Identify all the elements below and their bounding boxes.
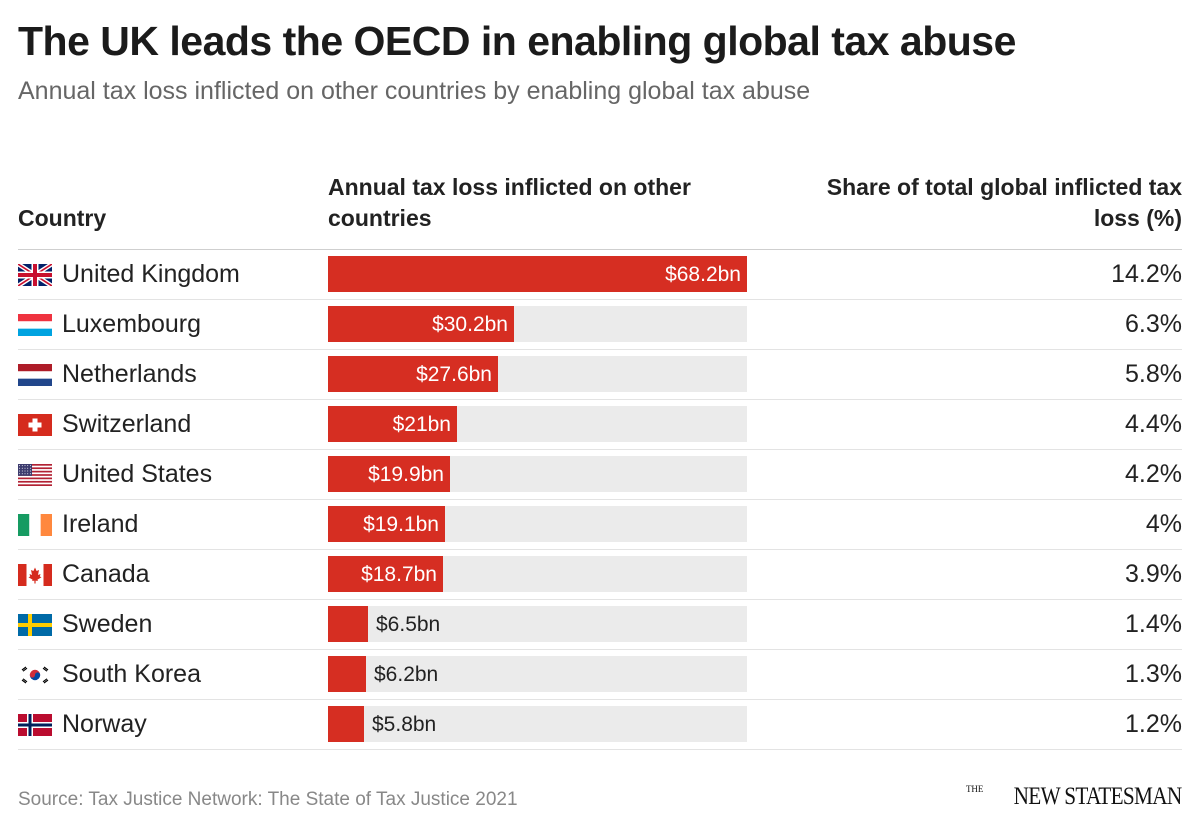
south-korea-flag-icon [18, 664, 52, 686]
share-value: 1.4% [1125, 610, 1182, 638]
bar-track: $6.2bn [328, 656, 747, 692]
value-label: $6.5bn [376, 613, 441, 636]
country-label: Luxembourg [62, 310, 201, 338]
country-label: Norway [62, 710, 147, 738]
country-label: Sweden [62, 610, 153, 638]
column-header-share: Share of total global inflicted tax loss… [826, 174, 1182, 231]
bar-united-kingdom [328, 256, 747, 292]
share-value: 1.3% [1125, 660, 1182, 688]
share-value: 4.4% [1125, 410, 1182, 438]
value-label: $30.2bn [432, 313, 508, 336]
uk-flag-icon [18, 264, 52, 286]
bar-track: $19.9bn [328, 456, 747, 492]
norway-flag-icon [18, 714, 52, 736]
value-label: $19.1bn [363, 513, 439, 536]
row-sweden: Sweden $6.5bn 1.4% [0, 600, 1200, 650]
netherlands-flag-icon [18, 364, 52, 386]
country-label: Switzerland [62, 410, 192, 438]
row-divider [18, 499, 1182, 500]
row-divider [18, 599, 1182, 600]
share-value: 1.2% [1125, 710, 1182, 738]
row-divider [18, 449, 1182, 450]
row-divider [18, 699, 1182, 700]
value-label: $6.2bn [374, 663, 439, 686]
bar-track: $30.2bn [328, 306, 747, 342]
bar-track: $27.6bn [328, 356, 747, 392]
bar-track: $6.5bn [328, 606, 747, 642]
share-value: 4.2% [1125, 460, 1182, 488]
sweden-flag-icon [18, 614, 52, 636]
value-label: $21bn [392, 413, 451, 436]
row-south-korea: South Korea $6.2bn 1.3% [0, 650, 1200, 700]
bar-track: $19.1bn [328, 506, 747, 542]
bar-south-korea [328, 656, 366, 692]
bar-luxembourg [328, 306, 514, 342]
bar-track: $5.8bn [328, 706, 747, 742]
source-note: Source: Tax Justice Network: The State o… [18, 789, 518, 810]
row-divider [18, 749, 1182, 750]
row-norway: Norway $5.8bn 1.2% [0, 700, 1200, 750]
bar-track: $68.2bn [328, 256, 747, 292]
bar-canada [328, 556, 443, 592]
country-label: United States [62, 460, 213, 488]
column-header-tax-loss: Annual tax loss inflicted on other count… [328, 174, 691, 231]
bar-sweden [328, 606, 368, 642]
share-value: 5.8% [1125, 360, 1182, 388]
column-header-country: Country [18, 205, 107, 231]
new-statesman-logo: THE NEW STATESMAN [965, 783, 1183, 811]
header-divider [18, 249, 1182, 250]
share-value: 14.2% [1111, 260, 1182, 288]
row-luxembourg: Luxembourg $30.2bn 6.3% [0, 300, 1200, 350]
value-label: $19.9bn [368, 463, 444, 486]
logo-main-text: NEW STATESMAN [1014, 783, 1183, 810]
chart-title: The UK leads the OECD in enabling global… [18, 18, 1016, 64]
value-label: $5.8bn [372, 713, 437, 736]
bar-switzerland [328, 406, 457, 442]
value-label: $68.2bn [665, 263, 741, 286]
ireland-flag-icon [18, 514, 52, 536]
row-netherlands: Netherlands $27.6bn 5.8% [0, 350, 1200, 400]
value-label: $18.7bn [361, 563, 437, 586]
row-switzerland: Switzerland $21bn 4.4% [0, 400, 1200, 450]
value-label: $27.6bn [416, 363, 492, 386]
share-value: 3.9% [1125, 560, 1182, 588]
share-value: 6.3% [1125, 310, 1182, 338]
bar-united-states [328, 456, 450, 492]
luxembourg-flag-icon [18, 314, 52, 336]
chart-rows: United Kingdom $68.2bn 14.2% Luxembourg $30.… [0, 250, 1200, 750]
country-label: Canada [62, 560, 150, 588]
chart-subtitle: Annual tax loss inflicted on other count… [18, 77, 811, 105]
canada-flag-icon [18, 564, 52, 586]
country-label: South Korea [62, 660, 201, 688]
row-divider [18, 399, 1182, 400]
share-value: 4% [1145, 510, 1182, 538]
row-united-kingdom: United Kingdom $68.2bn 14.2% [0, 250, 1200, 300]
row-canada: Canada $18.7bn 3.9% [0, 550, 1200, 600]
bar-track: $21bn [328, 406, 747, 442]
country-label: United Kingdom [62, 260, 240, 288]
country-label: Netherlands [62, 360, 197, 388]
row-divider [18, 549, 1182, 550]
bar-norway [328, 706, 364, 742]
logo-the-text: THE [965, 784, 984, 794]
row-united-states: United States $19.9bn 4.2% [0, 450, 1200, 500]
switzerland-flag-icon [18, 414, 52, 436]
row-divider [18, 349, 1182, 350]
bar-netherlands [328, 356, 498, 392]
bar-track: $18.7bn [328, 556, 747, 592]
us-flag-icon [18, 464, 52, 486]
row-divider [18, 649, 1182, 650]
bar-ireland [328, 506, 445, 542]
row-ireland: Ireland $19.1bn 4% [0, 500, 1200, 550]
country-label: Ireland [62, 510, 139, 538]
row-divider [18, 299, 1182, 300]
